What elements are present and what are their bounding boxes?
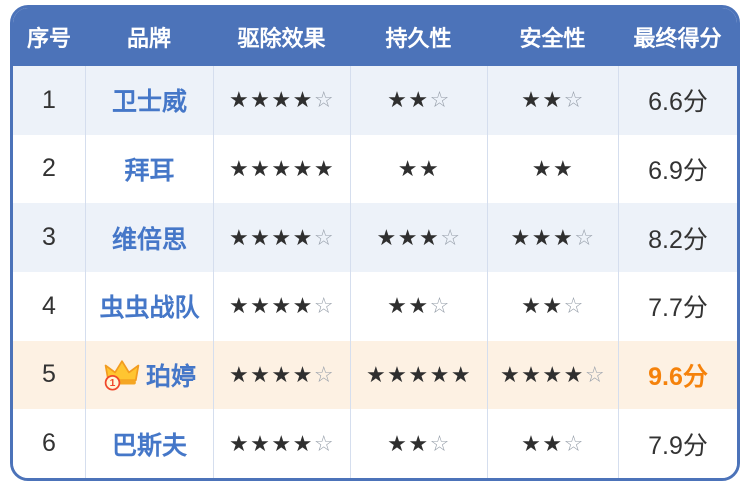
row-index: 3 — [42, 223, 56, 252]
brand-cell: 维倍思 — [85, 203, 213, 272]
brand-cell: 拜耳 — [85, 134, 213, 204]
persistence-stars: ★★★ ☆ — [350, 203, 487, 272]
table-row: 2 拜耳 ★★★★★ ★★ ★★ 6.9分 — [13, 134, 737, 204]
safety-stars: ★★ ☆ — [487, 271, 618, 341]
brand-name: 珀婷 — [145, 362, 196, 391]
column-header-persistence: 持久性 — [385, 26, 452, 51]
score-cell: 8.2分 — [618, 203, 737, 272]
brand-name: 维倍思 — [111, 225, 187, 254]
score-cell: 6.6分 — [618, 66, 737, 135]
row-index: 2 — [42, 154, 56, 183]
table-row: 6 巴斯夫 ★★★★ ☆ ★★ ☆ ★★ ☆ 7.9分 — [13, 409, 737, 478]
effect-stars: ★★★★ ☆ — [213, 409, 350, 478]
persistence-stars: ★★★★★ — [350, 340, 487, 410]
effect-stars: ★★★★ ☆ — [213, 203, 350, 272]
persistence-stars: ★★ — [350, 134, 487, 204]
column-header-brand: 品牌 — [126, 26, 171, 51]
brand-cell: 虫虫战队 — [85, 271, 213, 341]
brand-name: 巴斯夫 — [111, 431, 187, 460]
safety-stars: ★★★ ☆ — [487, 203, 618, 272]
safety-stars: ★★ ☆ — [487, 66, 618, 135]
brand-cell: 卫士威 — [85, 66, 213, 135]
effect-stars: ★★★★ ☆ — [213, 271, 350, 341]
brand-name: 虫虫战队 — [99, 294, 200, 323]
row-index: 6 — [42, 429, 56, 458]
score-cell: 6.9分 — [618, 134, 737, 204]
table-row: 3 维倍思 ★★★★ ☆ ★★★ ☆ ★★★ ☆ 8.2分 — [13, 203, 737, 272]
score-cell: 7.7分 — [618, 271, 737, 341]
brand-name: 卫士威 — [111, 88, 187, 117]
safety-stars: ★★ ☆ — [487, 409, 618, 478]
safety-stars: ★★★★ ☆ — [487, 340, 618, 410]
row-index: 4 — [42, 291, 56, 320]
safety-stars: ★★ — [487, 134, 618, 204]
row-index: 1 — [42, 85, 56, 114]
effect-stars: ★★★★★ — [213, 134, 350, 204]
column-header-effect: 驱除效果 — [237, 26, 326, 51]
persistence-stars: ★★ ☆ — [350, 66, 487, 135]
table-header-row: 序号 品牌 驱除效果 持久性 安全性 最终得分 — [13, 8, 737, 66]
table-row: 1 卫士威 ★★★★ ☆ ★★ ☆ ★★ ☆ 6.6分 — [13, 66, 737, 135]
brand-cell: 1 珀婷 — [85, 340, 213, 410]
comparison-table: 序号 品牌 驱除效果 持久性 安全性 最终得分 1 卫士威 ★★★★ ☆ ★★ ☆ … — [10, 5, 740, 481]
svg-text:1: 1 — [110, 378, 116, 389]
brand-name: 拜耳 — [124, 156, 175, 185]
brand-cell: 巴斯夫 — [85, 409, 213, 478]
persistence-stars: ★★ ☆ — [350, 271, 487, 341]
effect-stars: ★★★★ ☆ — [213, 340, 350, 410]
table-row: 5 1 珀婷 ★★★★ ☆ ★★★★★ ★★★★ ☆ 9.6分 — [13, 340, 737, 410]
effect-stars: ★★★★ ☆ — [213, 66, 350, 135]
score-cell: 7.9分 — [618, 409, 737, 478]
row-index: 5 — [42, 360, 56, 389]
column-header-score: 最终得分 — [633, 26, 722, 51]
crown-rank1-icon: 1 — [103, 359, 141, 391]
column-header-index: 序号 — [26, 26, 71, 51]
persistence-stars: ★★ ☆ — [350, 409, 487, 478]
table-row: 4 虫虫战队 ★★★★ ☆ ★★ ☆ ★★ ☆ 7.7分 — [13, 271, 737, 341]
score-cell: 9.6分 — [618, 340, 737, 410]
column-header-safety: 安全性 — [519, 26, 586, 51]
